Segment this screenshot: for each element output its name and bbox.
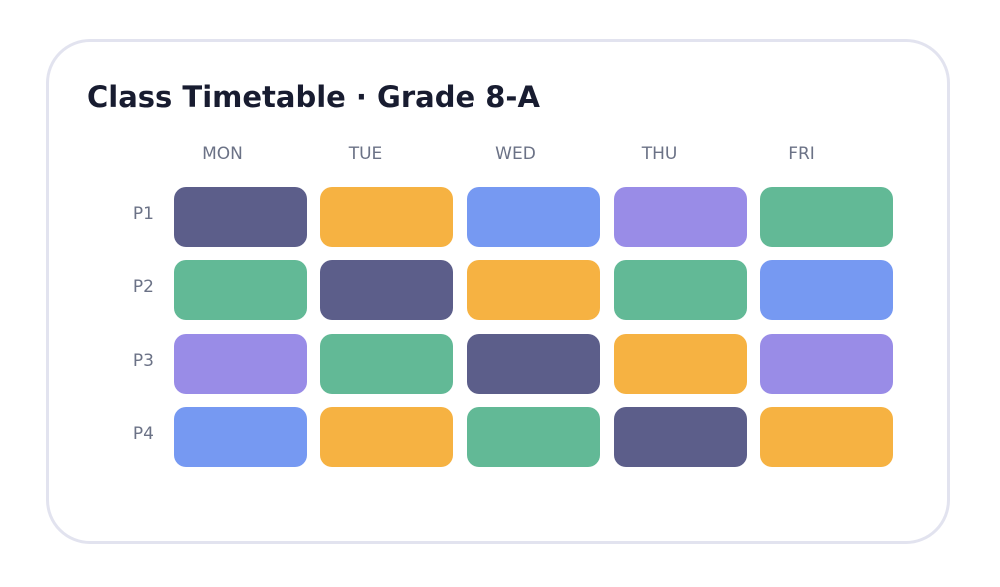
period-label-p4: P4 [132,424,154,444]
timetable-cell-p3-fri[interactable] [760,334,893,394]
timetable-cell-p3-wed[interactable] [467,334,600,394]
timetable-cell-p1-tue[interactable] [320,187,453,247]
timetable-cell-p2-fri[interactable] [760,260,893,320]
page-title: Class Timetable · Grade 8-A [87,80,540,114]
day-header-thu: THU [641,144,678,164]
timetable-cell-p4-tue[interactable] [320,407,453,467]
timetable-cell-p3-thu[interactable] [614,334,747,394]
timetable-cell-p4-thu[interactable] [614,407,747,467]
period-label-p1: P1 [132,204,154,224]
timetable-cell-p2-wed[interactable] [467,260,600,320]
period-label-p3: P3 [132,351,154,371]
day-header-tue: TUE [348,144,383,164]
timetable-cell-p4-mon[interactable] [174,407,307,467]
timetable-cell-p2-mon[interactable] [174,260,307,320]
timetable-cell-p3-tue[interactable] [320,334,453,394]
timetable-cell-p3-mon[interactable] [174,334,307,394]
timetable-cell-p1-thu[interactable] [614,187,747,247]
period-label-p2: P2 [132,277,154,297]
timetable-cell-p1-wed[interactable] [467,187,600,247]
day-header-fri: FRI [788,144,815,164]
timetable-cell-p1-fri[interactable] [760,187,893,247]
timetable-cell-p4-fri[interactable] [760,407,893,467]
timetable-cell-p2-tue[interactable] [320,260,453,320]
timetable-cell-p2-thu[interactable] [614,260,747,320]
timetable-cell-p4-wed[interactable] [467,407,600,467]
timetable-cell-p1-mon[interactable] [174,187,307,247]
day-header-wed: WED [495,144,536,164]
day-header-mon: MON [202,144,243,164]
